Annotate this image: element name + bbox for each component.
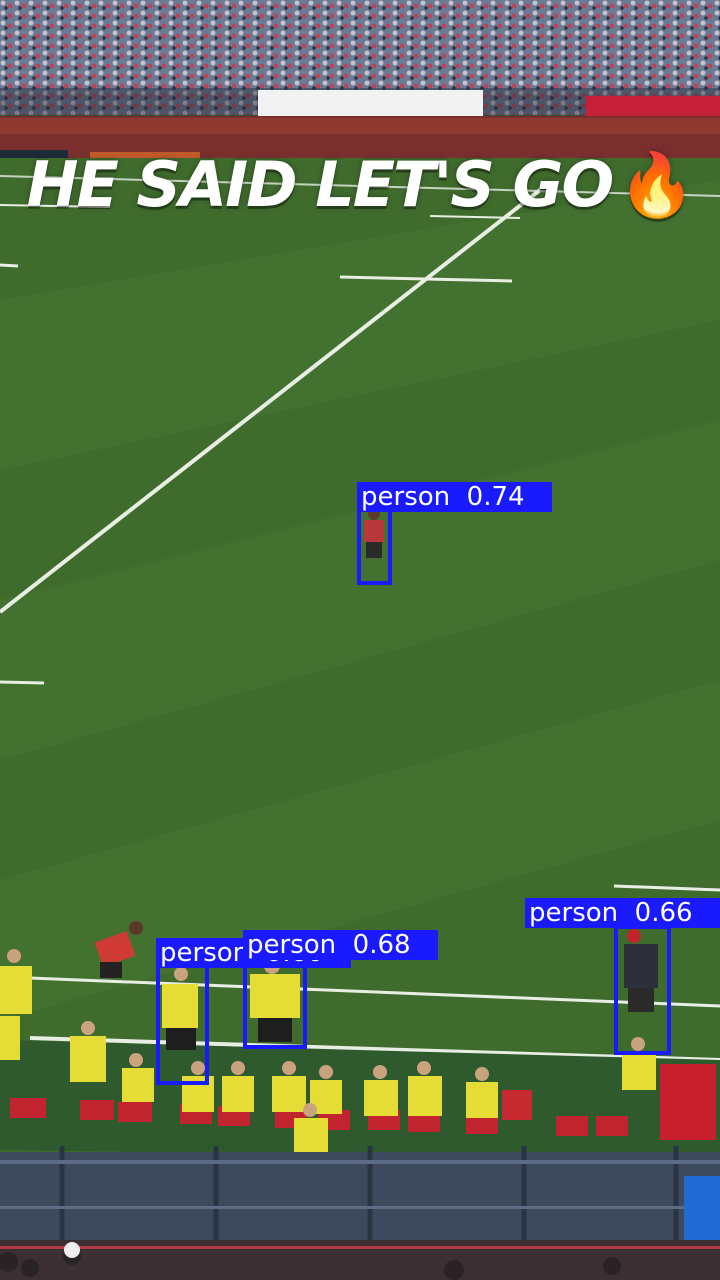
detection-box [357, 508, 392, 585]
bench-people [0, 949, 656, 1152]
detection-label: person 0.66 [525, 898, 720, 928]
white-banner [258, 90, 483, 118]
player-running-red [94, 921, 143, 978]
video-caption: HE SAID LET'S GO🔥 [0, 148, 720, 222]
detection-class: person [529, 898, 619, 928]
touchline-diagonal [0, 188, 542, 614]
official-2 [250, 958, 300, 1042]
detection-label: person 0.68 [243, 930, 438, 960]
player-sideline [624, 929, 658, 1012]
official-1 [162, 967, 198, 1050]
detection-box [243, 956, 307, 1049]
detection-label: person 0.74 [357, 482, 552, 512]
perimeter-fence [0, 1152, 720, 1240]
detection-class: person [160, 938, 250, 968]
detection-box [614, 925, 671, 1055]
detection-class: person [361, 482, 451, 512]
detection-score: 0.68 [352, 930, 411, 960]
fire-icon: 🔥 [618, 148, 695, 221]
detection-score: 0.66 [634, 898, 693, 928]
red-cooler [660, 1064, 716, 1140]
caption-text: HE SAID LET'S GO [26, 148, 615, 221]
detection-box [156, 964, 209, 1085]
detection-score: 0.74 [466, 482, 525, 512]
detection-class: person [247, 930, 337, 960]
